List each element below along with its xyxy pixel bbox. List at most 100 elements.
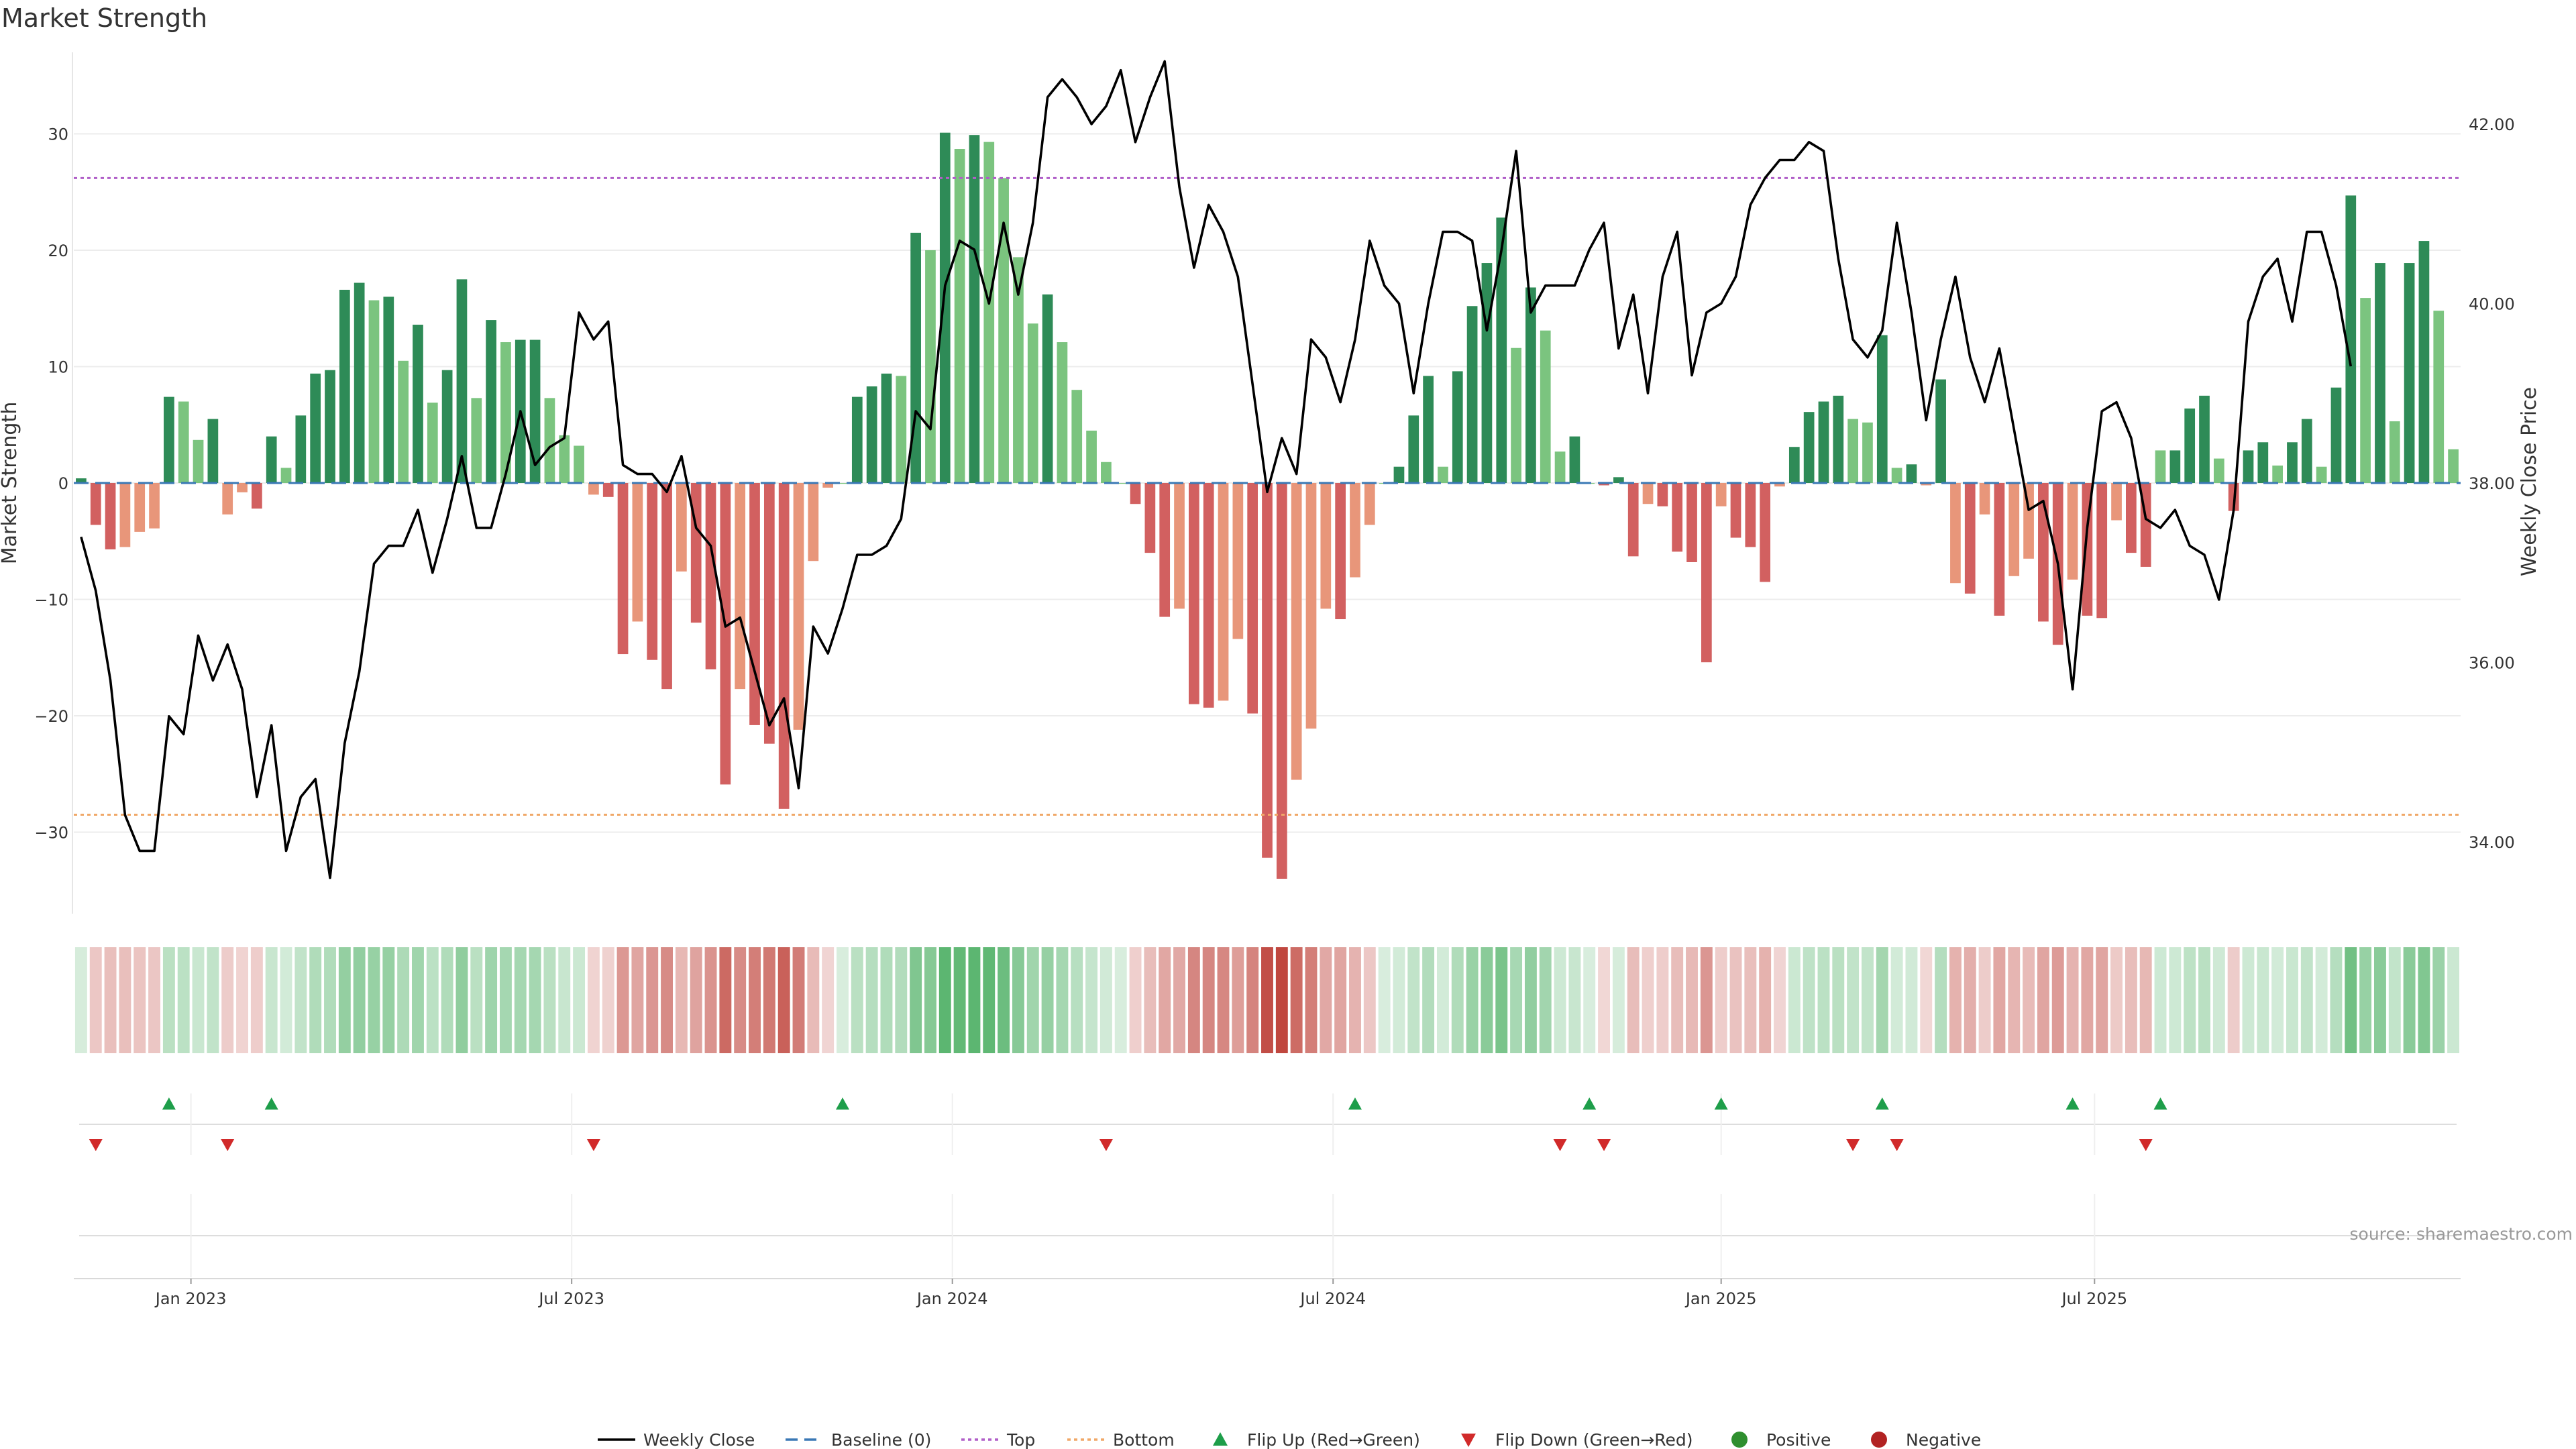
heat-cell [1686,947,1698,1053]
strength-bar [207,419,219,483]
strength-bar [1701,483,1712,663]
flip-up-marker [162,1097,176,1110]
legend-label: Top [1006,1430,1035,1449]
right-tick-label: 38.00 [2469,474,2515,493]
flip-up-marker [1714,1097,1728,1110]
heat-cell [1612,947,1625,1053]
strength-bar [1788,447,1800,483]
strength-bar [778,483,790,809]
weekly-close-line [80,60,2353,879]
strength-bar [1745,483,1756,547]
heat-cell [1978,947,1991,1053]
heat-cell [412,947,424,1053]
heat-cell [470,947,483,1053]
heat-cell [2257,947,2269,1053]
heat-cell [2330,947,2343,1053]
heat-cell [485,947,498,1053]
heat-cell [397,947,410,1053]
strength-bar [1393,466,1405,483]
heat-cell [734,947,747,1053]
strength-bar [1115,483,1126,484]
strength-bar [339,289,350,483]
strength-bar [1774,483,1785,487]
strength-bar [1144,483,1156,553]
right-tick-label: 42.00 [2469,115,2515,134]
heat-cell [280,947,292,1053]
heat-cell [2051,947,2064,1053]
strength-bar [295,415,307,483]
heat-cell [1495,947,1508,1053]
heat-cell [2139,947,2152,1053]
heat-cell [1803,947,1815,1053]
flip-down-marker [1597,1139,1611,1151]
heat-cell [1993,947,2006,1053]
heat-cell [1422,947,1435,1053]
heat-cell [1905,947,1918,1053]
strength-bar [1686,483,1697,562]
strength-bar [76,478,87,483]
heat-cell [661,947,673,1053]
strength-bar [1262,483,1273,858]
strength-bar [1086,430,1097,483]
x-tick-label: Jul 2025 [2060,1289,2127,1308]
heat-cell [2081,947,2094,1053]
heat-cell [1744,947,1757,1053]
strength-bar [1847,419,1858,483]
legend-swatch [1461,1434,1476,1447]
strength-bar [822,483,834,488]
strength-bar [2199,395,2210,483]
heat-cell [2286,947,2298,1053]
strength-bar [1466,306,1478,483]
left-tick-label: −10 [34,591,68,610]
flip-up-marker [264,1097,278,1110]
legend-label: Weekly Close [643,1430,755,1449]
heat-cell [192,947,205,1053]
flip-down-marker [586,1139,600,1151]
left-tick-label: −20 [34,707,68,726]
heat-cell [1729,947,1742,1053]
strength-bar [178,401,189,483]
strength-bar [2330,387,2342,483]
strength-bar [486,320,496,483]
strength-bar [2287,442,2298,483]
flip-up-marker [1582,1097,1597,1110]
left-tick-label: −30 [34,824,68,843]
legend-label: Negative [1906,1430,1981,1449]
strength-bar [939,132,951,484]
heat-cell [1085,947,1098,1053]
strength-bar [1950,483,1961,584]
heat-cell [1363,947,1376,1053]
heat-cell [1275,947,1288,1053]
strength-bar [617,483,629,655]
heat-cell [1949,947,1962,1053]
strength-bar [2404,263,2415,483]
heat-cell [719,947,732,1053]
heat-cell [353,947,366,1053]
heat-cell [910,947,922,1053]
strength-bar [1452,371,1463,483]
flip-up-marker [835,1097,849,1110]
strength-bar [1438,466,1448,483]
heat-cell [2184,947,2196,1053]
strength-heat-strip [74,947,2460,1053]
heat-cell [1041,947,1054,1053]
heat-cell [792,947,805,1053]
heat-cell [1129,947,1142,1053]
x-tick-label: Jan 2025 [1684,1289,1757,1308]
heat-cell [1568,947,1581,1053]
heat-cell [2096,947,2108,1053]
heat-cell [2271,947,2284,1053]
heat-cell [1715,947,1727,1053]
legend: Weekly Close Baseline (0) Top Bottom Flip Up… [598,1430,1981,1449]
strength-bar [1057,342,1068,483]
strength-bar [1540,330,1551,483]
heat-cell [763,947,775,1053]
strength-bar [1613,477,1624,483]
strength-bar [1350,483,1360,578]
heat-cell [177,947,190,1053]
heat-cell [2037,947,2049,1053]
heat-cell [529,947,541,1053]
x-axis-ticks: Jan 2023 Jul 2023 Jan 2024 Jul 2024 Jan 2025… [74,1278,2461,1308]
heat-cell [294,947,307,1053]
heat-cell [1598,947,1610,1053]
